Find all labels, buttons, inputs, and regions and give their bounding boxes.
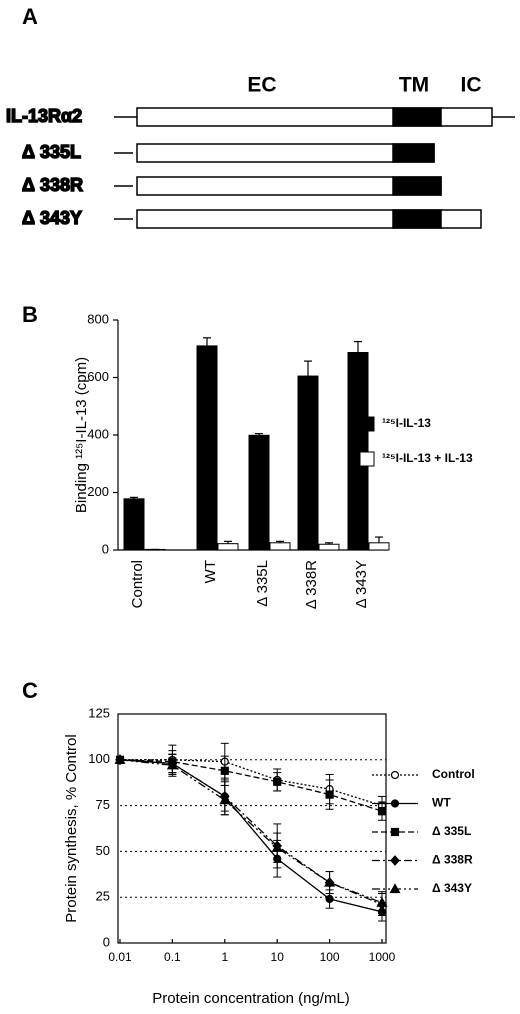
marker bbox=[166, 759, 178, 770]
construct bbox=[136, 143, 435, 163]
error-bar bbox=[224, 540, 232, 544]
domain-label: TM bbox=[399, 74, 429, 97]
x-tick-label: 10 bbox=[271, 950, 285, 964]
error-bar bbox=[375, 536, 383, 543]
legend-label: WT bbox=[432, 796, 451, 810]
error-bar bbox=[304, 360, 312, 377]
bar bbox=[269, 542, 291, 551]
bar bbox=[368, 542, 390, 551]
legend-label: ¹²⁵I-IL-13 + IL-13 bbox=[382, 451, 473, 465]
y-axis-label: Protein synthesis, % Control bbox=[63, 734, 80, 922]
panel-label: C bbox=[22, 678, 38, 703]
legend-label: Δ 335L bbox=[432, 824, 471, 838]
marker bbox=[376, 896, 388, 907]
error-bar bbox=[276, 540, 284, 543]
row-label: IL-13Rα2 bbox=[6, 106, 82, 126]
marker bbox=[390, 827, 400, 837]
row-label: Δ 343Y bbox=[22, 208, 82, 228]
bar bbox=[297, 375, 319, 551]
bar bbox=[248, 434, 270, 551]
y-tick-label: 100 bbox=[88, 751, 110, 766]
x-tick-label: 0.01 bbox=[108, 950, 132, 964]
panel-label: A bbox=[22, 4, 38, 29]
marker bbox=[390, 770, 400, 780]
x-tick-label: 100 bbox=[320, 950, 340, 964]
marker bbox=[271, 842, 283, 852]
series-line bbox=[119, 759, 383, 906]
error-bar bbox=[325, 542, 333, 545]
marker bbox=[389, 883, 401, 894]
bar bbox=[318, 543, 340, 551]
tm-domain bbox=[392, 209, 442, 229]
legend-label: Control bbox=[432, 767, 475, 781]
marker bbox=[114, 754, 126, 764]
y-tick-label: 400 bbox=[87, 426, 109, 441]
bar bbox=[123, 498, 145, 551]
marker bbox=[324, 876, 336, 887]
series-line bbox=[119, 759, 383, 812]
x-tick-label: 0.1 bbox=[164, 950, 181, 964]
marker bbox=[390, 855, 400, 866]
legend-label: ¹²⁵I-IL-13 bbox=[382, 416, 431, 430]
x-tick-label: Δ 343Y bbox=[353, 560, 370, 608]
x-tick-label: Control bbox=[129, 560, 146, 608]
series-line bbox=[119, 759, 383, 913]
y-tick-label: 50 bbox=[96, 843, 110, 858]
x-tick-label: 1000 bbox=[369, 950, 396, 964]
error-bar bbox=[255, 432, 263, 436]
legend-label: Δ 338R bbox=[432, 853, 473, 867]
x-tick-label: 1 bbox=[221, 950, 228, 964]
y-tick-label: 200 bbox=[87, 484, 109, 499]
marker bbox=[273, 777, 282, 786]
x-tick-label: Δ 335L bbox=[254, 560, 271, 607]
y-tick-label: 25 bbox=[96, 889, 110, 904]
x-axis-label: Protein concentration (ng/mL) bbox=[152, 990, 350, 1007]
tm-domain bbox=[392, 176, 442, 196]
tm-domain bbox=[392, 143, 435, 163]
y-axis-label: Binding ¹²⁵I-IL-13 (cpm) bbox=[73, 357, 90, 513]
error-bar bbox=[130, 496, 138, 499]
y-tick-label: 0 bbox=[102, 541, 109, 556]
marker bbox=[220, 766, 229, 775]
row-label: Δ 338R bbox=[22, 175, 83, 195]
y-tick-label: 125 bbox=[88, 705, 110, 720]
series-line bbox=[119, 759, 383, 904]
marker bbox=[325, 894, 334, 904]
marker bbox=[325, 790, 334, 799]
y-tick-label: 75 bbox=[96, 797, 110, 812]
y-tick-label: 800 bbox=[87, 311, 109, 326]
tm-domain bbox=[392, 107, 442, 127]
error-bar bbox=[203, 337, 211, 346]
bar bbox=[217, 543, 239, 551]
domain-label: IC bbox=[461, 74, 482, 97]
x-tick-label: Δ 338R bbox=[303, 560, 320, 609]
marker bbox=[219, 794, 231, 805]
legend-label: Δ 343Y bbox=[432, 881, 472, 895]
y-tick-label: 600 bbox=[87, 369, 109, 384]
domain-label: EC bbox=[247, 74, 276, 97]
panel-label: B bbox=[22, 302, 38, 327]
marker bbox=[377, 806, 387, 816]
legend-swatch bbox=[359, 451, 375, 467]
series-line bbox=[120, 759, 383, 807]
error-bar bbox=[354, 340, 362, 353]
legend-swatch bbox=[359, 416, 375, 432]
marker bbox=[390, 799, 400, 808]
row-label: Δ 335L bbox=[22, 142, 81, 162]
x-tick-label: WT bbox=[202, 560, 219, 583]
bar bbox=[196, 345, 218, 551]
construct-diagram: IL-13Rα2 Δ 335L Δ 338R Δ 343Y bbox=[5, 105, 515, 229]
bar bbox=[347, 351, 369, 551]
y-tick-label: 0 bbox=[103, 934, 110, 949]
